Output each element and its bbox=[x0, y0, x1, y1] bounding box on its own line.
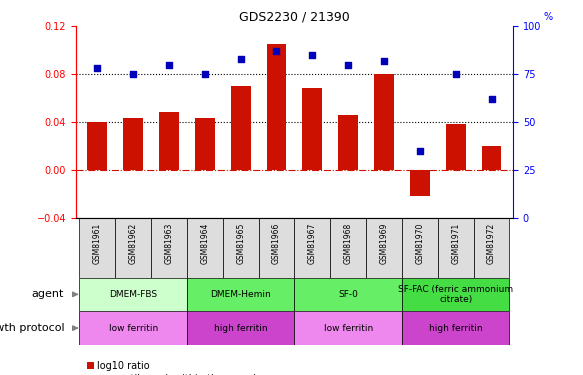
Text: GSM81972: GSM81972 bbox=[487, 222, 496, 264]
Bar bbox=[446, 124, 466, 170]
Bar bbox=[294, 278, 402, 311]
Text: GSM81963: GSM81963 bbox=[164, 222, 174, 264]
Bar bbox=[402, 217, 438, 278]
Text: SF-0: SF-0 bbox=[338, 290, 358, 299]
Text: GSM81969: GSM81969 bbox=[380, 222, 388, 264]
Bar bbox=[115, 217, 151, 278]
Text: GSM81971: GSM81971 bbox=[451, 222, 460, 264]
Bar bbox=[223, 217, 259, 278]
Bar bbox=[294, 311, 402, 345]
Text: GSM81967: GSM81967 bbox=[308, 222, 317, 264]
Text: log10 ratio: log10 ratio bbox=[97, 362, 150, 371]
Bar bbox=[294, 217, 330, 278]
Bar bbox=[266, 44, 286, 170]
Bar bbox=[187, 278, 294, 311]
Text: high ferritin: high ferritin bbox=[429, 324, 483, 333]
Text: GSM81964: GSM81964 bbox=[201, 222, 209, 264]
Bar bbox=[402, 311, 510, 345]
Text: high ferritin: high ferritin bbox=[214, 324, 268, 333]
Bar bbox=[374, 74, 394, 170]
Point bbox=[343, 62, 353, 68]
Text: GSM81961: GSM81961 bbox=[93, 222, 102, 264]
Point bbox=[308, 52, 317, 58]
Point bbox=[487, 96, 496, 102]
Title: GDS2230 / 21390: GDS2230 / 21390 bbox=[239, 11, 350, 24]
Point bbox=[415, 147, 424, 154]
Bar bbox=[187, 311, 294, 345]
Text: agent: agent bbox=[31, 290, 64, 299]
Bar bbox=[123, 118, 143, 170]
Text: DMEM-Hemin: DMEM-Hemin bbox=[210, 290, 271, 299]
Point bbox=[451, 71, 461, 77]
Bar bbox=[330, 217, 366, 278]
Text: low ferritin: low ferritin bbox=[324, 324, 373, 333]
Point bbox=[164, 62, 174, 68]
Bar bbox=[231, 86, 251, 170]
Bar bbox=[366, 217, 402, 278]
Point bbox=[272, 48, 281, 54]
Text: %: % bbox=[543, 12, 553, 22]
Bar bbox=[402, 278, 510, 311]
Bar bbox=[87, 122, 107, 170]
Bar bbox=[482, 146, 501, 170]
Point bbox=[93, 65, 102, 71]
Bar bbox=[338, 115, 358, 170]
Text: DMEM-FBS: DMEM-FBS bbox=[109, 290, 157, 299]
Bar bbox=[151, 217, 187, 278]
Bar bbox=[259, 217, 294, 278]
Bar bbox=[438, 217, 473, 278]
Bar bbox=[159, 112, 179, 170]
Bar bbox=[195, 118, 215, 170]
Bar bbox=[79, 278, 187, 311]
Text: GSM81966: GSM81966 bbox=[272, 222, 281, 264]
Bar bbox=[79, 311, 187, 345]
Bar bbox=[187, 217, 223, 278]
Point bbox=[380, 58, 389, 64]
Bar bbox=[303, 88, 322, 170]
Bar bbox=[473, 217, 510, 278]
Point bbox=[236, 56, 245, 62]
Bar bbox=[410, 170, 430, 196]
Text: SF-FAC (ferric ammonium
citrate): SF-FAC (ferric ammonium citrate) bbox=[398, 285, 513, 304]
Point bbox=[200, 71, 209, 77]
Text: GSM81962: GSM81962 bbox=[129, 222, 138, 264]
Text: low ferritin: low ferritin bbox=[108, 324, 158, 333]
Text: growth protocol: growth protocol bbox=[0, 323, 64, 333]
Text: GSM81970: GSM81970 bbox=[415, 222, 424, 264]
Point bbox=[128, 71, 138, 77]
Bar bbox=[79, 217, 115, 278]
Text: GSM81968: GSM81968 bbox=[343, 222, 353, 264]
Text: GSM81965: GSM81965 bbox=[236, 222, 245, 264]
